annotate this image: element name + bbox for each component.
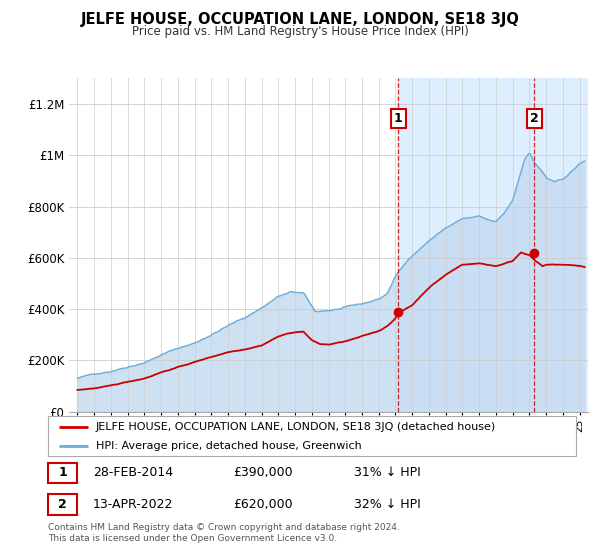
Text: 32% ↓ HPI: 32% ↓ HPI (354, 498, 421, 511)
Bar (398, 78, 600, 412)
Text: 13-APR-2022: 13-APR-2022 (93, 498, 173, 511)
Text: 1: 1 (394, 112, 403, 125)
Text: HPI: Average price, detached house, Greenwich: HPI: Average price, detached house, Gree… (95, 441, 361, 451)
Text: JELFE HOUSE, OCCUPATION LANE, LONDON, SE18 3JQ: JELFE HOUSE, OCCUPATION LANE, LONDON, SE… (80, 12, 520, 27)
Text: 28-FEB-2014: 28-FEB-2014 (93, 466, 173, 479)
Text: £620,000: £620,000 (233, 498, 292, 511)
Text: 1: 1 (58, 466, 67, 479)
Text: 2: 2 (58, 498, 67, 511)
Text: £390,000: £390,000 (233, 466, 292, 479)
Text: 31% ↓ HPI: 31% ↓ HPI (354, 466, 421, 479)
Bar (48, 494, 77, 515)
Text: This data is licensed under the Open Government Licence v3.0.: This data is licensed under the Open Gov… (48, 534, 337, 543)
Text: JELFE HOUSE, OCCUPATION LANE, LONDON, SE18 3JQ (detached house): JELFE HOUSE, OCCUPATION LANE, LONDON, SE… (95, 422, 496, 432)
Text: 2: 2 (530, 112, 539, 125)
Bar (48, 463, 77, 483)
Text: Price paid vs. HM Land Registry's House Price Index (HPI): Price paid vs. HM Land Registry's House … (131, 25, 469, 38)
Text: Contains HM Land Registry data © Crown copyright and database right 2024.: Contains HM Land Registry data © Crown c… (48, 523, 400, 532)
